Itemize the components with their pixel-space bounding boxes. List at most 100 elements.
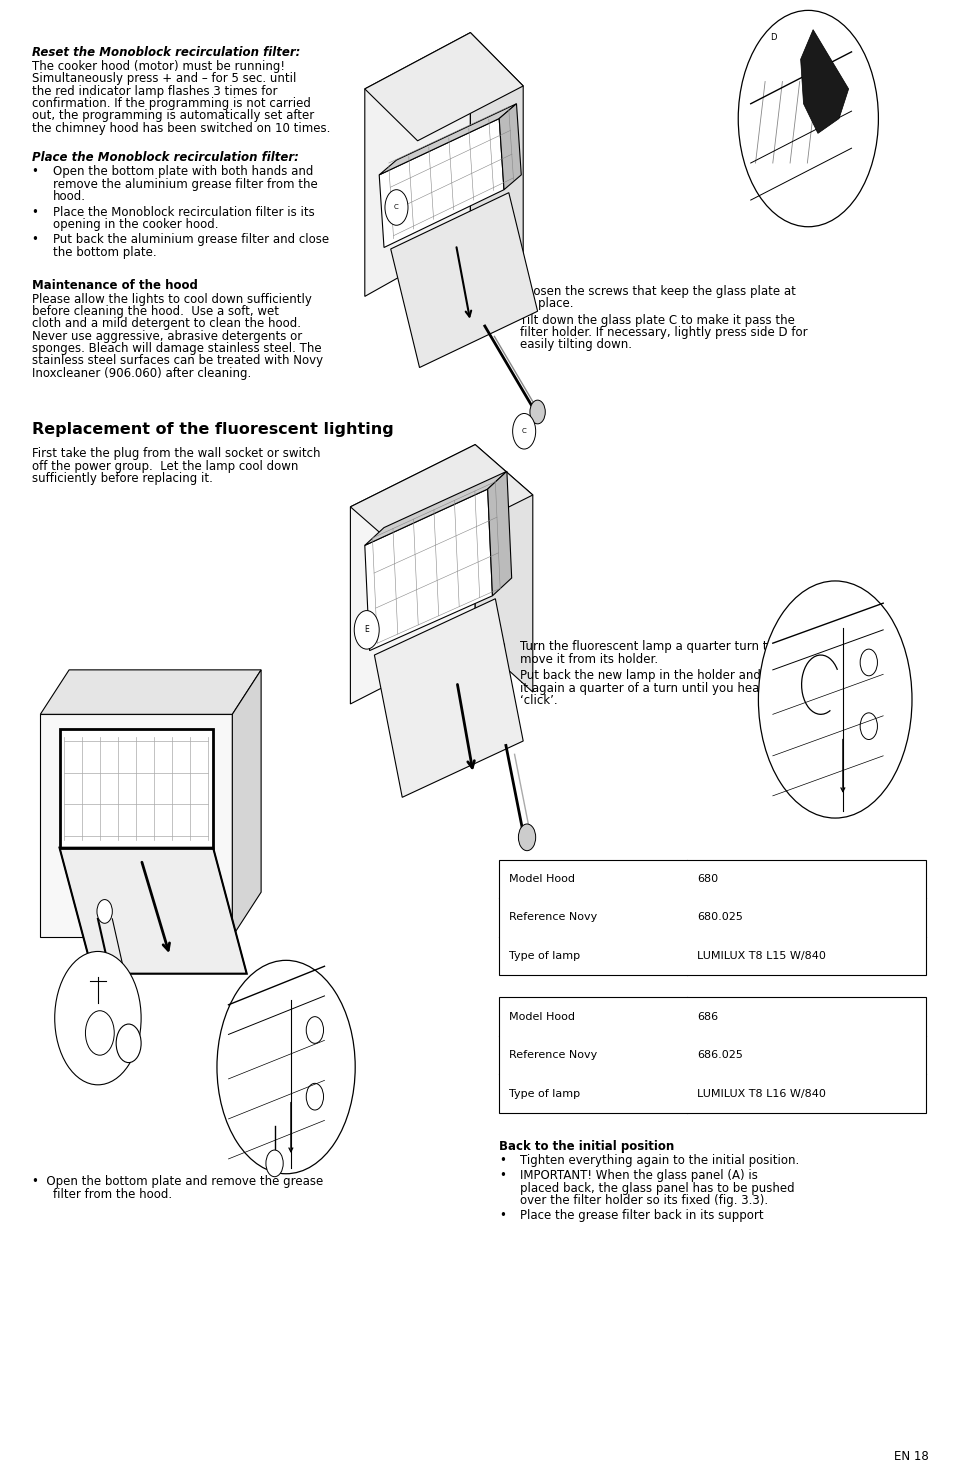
Text: •: • — [499, 1209, 506, 1223]
Text: •: • — [499, 670, 506, 682]
Text: sponges. Bleach will damage stainless steel. The: sponges. Bleach will damage stainless st… — [32, 342, 322, 356]
Circle shape — [354, 611, 379, 649]
Text: remove the aluminium grease filter from the: remove the aluminium grease filter from … — [53, 178, 318, 191]
Text: EN 18: EN 18 — [894, 1449, 928, 1463]
Polygon shape — [365, 471, 507, 545]
Polygon shape — [374, 599, 523, 797]
Text: First take the plug from the wall socket or switch: First take the plug from the wall socket… — [32, 448, 321, 461]
Circle shape — [513, 413, 536, 449]
Text: •: • — [32, 166, 38, 178]
Circle shape — [97, 900, 112, 923]
Polygon shape — [379, 104, 516, 175]
Text: •: • — [499, 314, 506, 326]
Text: the bottom plate.: the bottom plate. — [53, 246, 156, 258]
Text: hood.: hood. — [53, 190, 85, 203]
Text: C: C — [522, 428, 526, 434]
Text: •  Open the bottom plate and remove the grease: • Open the bottom plate and remove the g… — [32, 1175, 323, 1189]
Polygon shape — [475, 445, 533, 692]
Text: cloth and a mild detergent to clean the hood.: cloth and a mild detergent to clean the … — [32, 317, 300, 330]
Text: before cleaning the hood.  Use a soft, wet: before cleaning the hood. Use a soft, we… — [32, 305, 278, 319]
Text: placed back, the glass panel has to be pushed: placed back, the glass panel has to be p… — [520, 1181, 795, 1194]
Text: Type of lamp: Type of lamp — [509, 1089, 580, 1098]
Circle shape — [758, 581, 912, 818]
Text: Model Hood: Model Hood — [509, 1012, 575, 1021]
Polygon shape — [232, 670, 261, 937]
Text: opening in the cooker hood.: opening in the cooker hood. — [53, 218, 218, 231]
Bar — [60, 729, 213, 848]
Polygon shape — [365, 33, 470, 296]
Text: 686: 686 — [697, 1012, 718, 1021]
Text: IMPORTANT! When the glass panel (A) is: IMPORTANT! When the glass panel (A) is — [520, 1169, 758, 1183]
Text: Open the bottom plate with both hands and: Open the bottom plate with both hands an… — [53, 166, 313, 178]
Polygon shape — [60, 729, 213, 848]
Text: Put back the new lamp in the holder and turn: Put back the new lamp in the holder and … — [520, 670, 789, 682]
Text: easily tilting down.: easily tilting down. — [520, 338, 633, 351]
Text: Inoxcleaner (906.060) after cleaning.: Inoxcleaner (906.060) after cleaning. — [32, 366, 251, 379]
Text: move it from its holder.: move it from its holder. — [520, 652, 659, 665]
Polygon shape — [391, 193, 538, 368]
Text: 680.025: 680.025 — [697, 913, 743, 922]
Text: LUMILUX T8 L15 W/840: LUMILUX T8 L15 W/840 — [697, 951, 826, 960]
Text: Tighten everything again to the initial position.: Tighten everything again to the initial … — [520, 1154, 800, 1166]
Text: its place.: its place. — [520, 296, 574, 310]
Text: confirmation. If the programming is not carried: confirmation. If the programming is not … — [32, 98, 310, 110]
Text: off the power group.  Let the lamp cool down: off the power group. Let the lamp cool d… — [32, 459, 298, 473]
Text: •: • — [499, 1169, 506, 1183]
Text: LUMILUX T8 L16 W/840: LUMILUX T8 L16 W/840 — [697, 1089, 826, 1098]
Text: Tilt down the glass plate C to make it pass the: Tilt down the glass plate C to make it p… — [520, 314, 795, 326]
Bar — [499, 860, 926, 975]
Text: the red indicator lamp flashes 3 times for: the red indicator lamp flashes 3 times f… — [32, 84, 277, 98]
Polygon shape — [365, 33, 523, 141]
Text: Maintenance of the hood: Maintenance of the hood — [32, 279, 198, 292]
Circle shape — [55, 951, 141, 1085]
Circle shape — [85, 1011, 114, 1055]
Text: •: • — [499, 1154, 506, 1166]
Text: Simultaneously press + and – for 5 sec. until: Simultaneously press + and – for 5 sec. … — [32, 73, 296, 86]
Text: Model Hood: Model Hood — [509, 874, 575, 883]
Text: Put back the aluminium grease filter and close: Put back the aluminium grease filter and… — [53, 233, 329, 246]
Text: the chimney hood has been switched on 10 times.: the chimney hood has been switched on 10… — [32, 122, 330, 135]
Text: •: • — [32, 233, 38, 246]
Polygon shape — [379, 119, 504, 247]
Text: 686.025: 686.025 — [697, 1051, 743, 1060]
Text: over the filter holder so its fixed (fig. 3.3).: over the filter holder so its fixed (fig… — [520, 1194, 768, 1206]
Text: sufficiently before replacing it.: sufficiently before replacing it. — [32, 471, 212, 485]
Circle shape — [385, 190, 408, 225]
Text: Place the Monoblock recirculation filter:: Place the Monoblock recirculation filter… — [32, 151, 299, 165]
Text: Place the Monoblock recirculation filter is its: Place the Monoblock recirculation filter… — [53, 206, 315, 218]
Text: C: C — [395, 205, 398, 210]
Text: E: E — [365, 625, 369, 634]
Circle shape — [266, 1150, 283, 1177]
Text: The cooker hood (motor) must be running!: The cooker hood (motor) must be running! — [32, 61, 285, 73]
Text: •: • — [32, 206, 38, 218]
Text: Never use aggressive, abrasive detergents or: Never use aggressive, abrasive detergent… — [32, 330, 302, 342]
Polygon shape — [60, 848, 247, 974]
Circle shape — [530, 400, 545, 424]
Text: filter from the hood.: filter from the hood. — [53, 1187, 172, 1200]
Polygon shape — [488, 471, 512, 596]
Polygon shape — [40, 714, 232, 937]
Text: ‘click’.: ‘click’. — [520, 694, 558, 707]
Circle shape — [217, 960, 355, 1174]
Circle shape — [116, 1024, 141, 1063]
Text: Type of lamp: Type of lamp — [509, 951, 580, 960]
Polygon shape — [801, 30, 849, 133]
Text: it again a quarter of a turn until you hear a soft: it again a quarter of a turn until you h… — [520, 682, 802, 695]
Text: out, the programming is automatically set after: out, the programming is automatically se… — [32, 110, 314, 123]
Polygon shape — [350, 445, 475, 704]
Text: Replacement of the fluorescent lighting: Replacement of the fluorescent lighting — [32, 422, 394, 437]
Text: 680: 680 — [697, 874, 718, 883]
Text: filter holder. If necessary, lightly press side D for: filter holder. If necessary, lightly pre… — [520, 326, 808, 339]
Polygon shape — [470, 33, 523, 292]
Text: Turn the fluorescent lamp a quarter turn to re-: Turn the fluorescent lamp a quarter turn… — [520, 640, 795, 654]
Text: D: D — [770, 33, 777, 41]
Bar — [499, 997, 926, 1113]
Text: •: • — [499, 285, 506, 298]
Text: Place the grease filter back in its support: Place the grease filter back in its supp… — [520, 1209, 764, 1223]
Text: Loosen the screws that keep the glass plate at: Loosen the screws that keep the glass pl… — [520, 285, 796, 298]
Text: Reset the Monoblock recirculation filter:: Reset the Monoblock recirculation filter… — [32, 46, 300, 59]
Polygon shape — [350, 445, 533, 557]
Circle shape — [518, 824, 536, 851]
Polygon shape — [499, 104, 521, 190]
Text: Reference Novy: Reference Novy — [509, 1051, 597, 1060]
